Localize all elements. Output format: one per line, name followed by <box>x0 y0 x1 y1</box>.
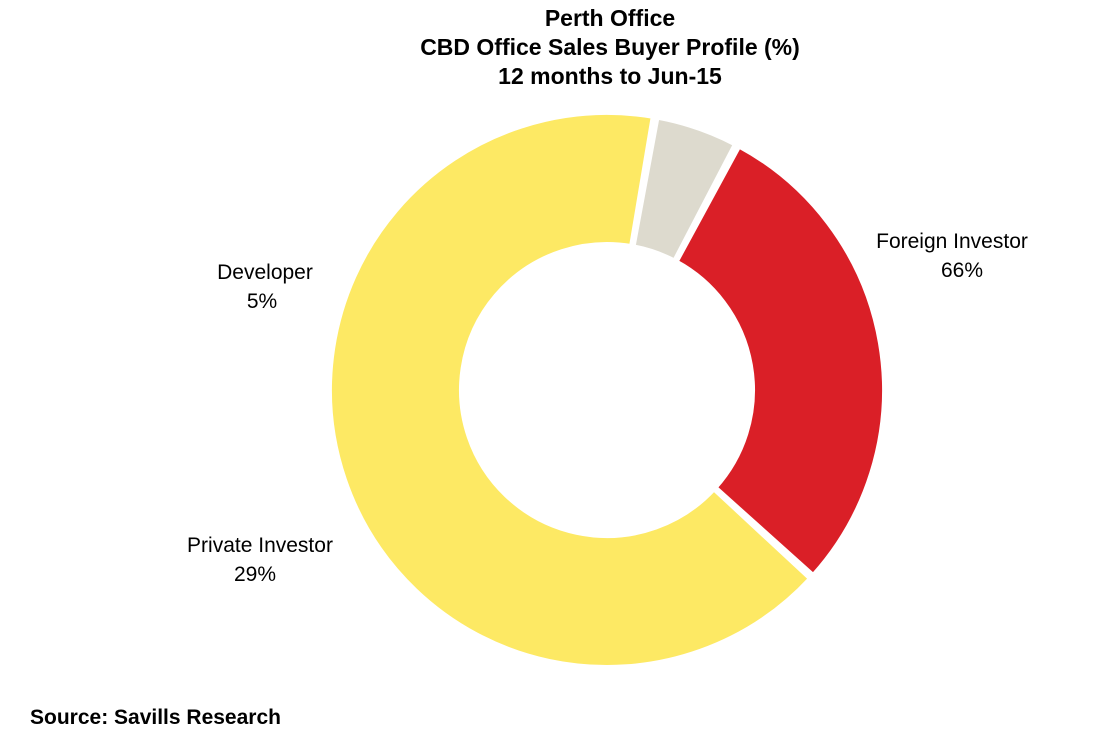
source-note: Source: Savills Research <box>30 706 281 729</box>
slice-value-private-investor: 29% <box>234 563 276 586</box>
slice-name-private-investor: Private Investor <box>187 534 333 557</box>
chart-title-line-1: Perth Office <box>544 5 676 31</box>
slice-name-foreign-investor: Foreign Investor <box>876 230 1028 253</box>
chart-title-line-2: CBD Office Sales Buyer Profile (%) <box>420 34 800 60</box>
chart-title-line-3: 12 months to Jun-15 <box>498 63 722 89</box>
donut-slices <box>328 111 886 669</box>
slice-name-developer: Developer <box>217 261 313 284</box>
slice-developer <box>631 115 738 264</box>
slice-value-foreign-investor: 66% <box>941 259 983 282</box>
slice-private-investor <box>673 143 886 578</box>
slice-foreign-investor <box>328 111 813 669</box>
slice-value-developer: 5% <box>247 290 277 313</box>
chart-title: Perth Office CBD Office Sales Buyer Prof… <box>0 4 1098 91</box>
